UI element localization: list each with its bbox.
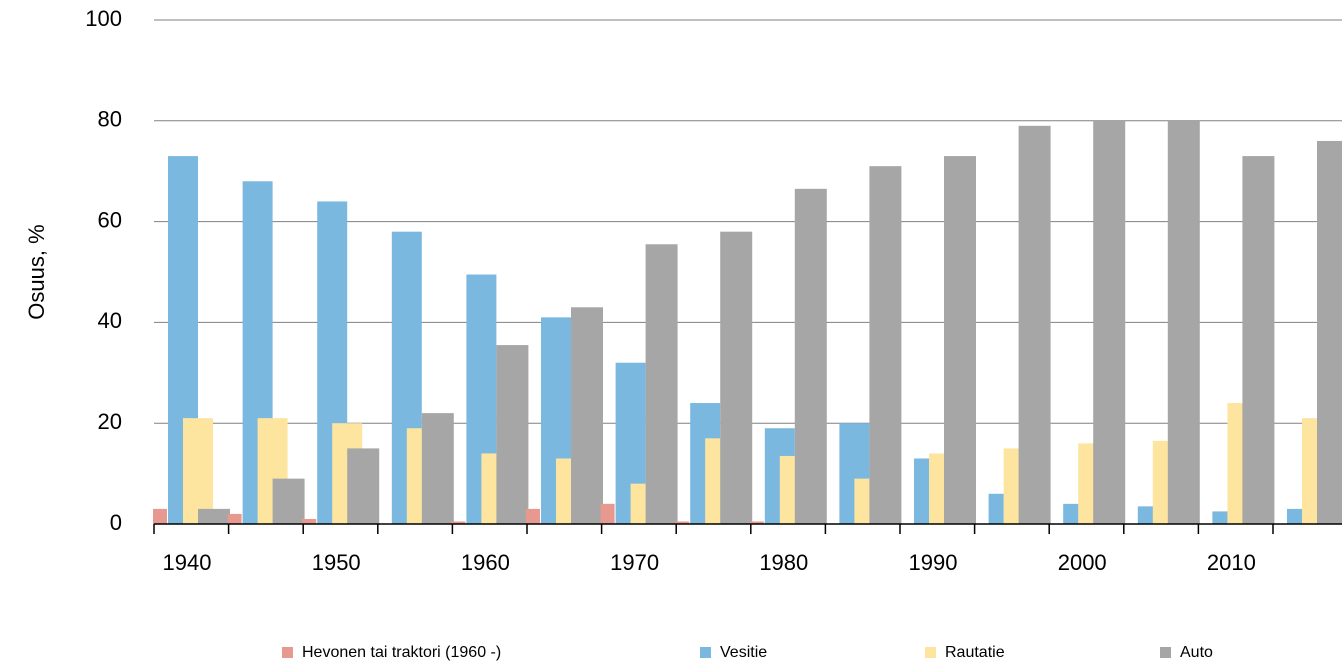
bar (720, 232, 752, 524)
legend-swatch (700, 647, 711, 658)
bar (347, 448, 379, 524)
bar (198, 509, 230, 524)
y-axis-label: Osuus, % (24, 224, 49, 319)
bar (153, 509, 167, 524)
legend-swatch (925, 647, 936, 658)
bar (183, 418, 213, 524)
y-tick-label: 60 (98, 207, 122, 232)
bar (601, 504, 615, 524)
legend-label: Vesitie (720, 644, 767, 661)
bar (273, 479, 305, 524)
legend-swatch (1160, 647, 1171, 658)
x-tick-label: 1960 (461, 550, 510, 575)
x-tick-label: 2010 (1207, 550, 1256, 575)
legend-label: Hevonen tai traktori (1960 -) (302, 644, 501, 661)
bar (944, 156, 976, 524)
bar (1242, 156, 1274, 524)
x-tick-label: 2000 (1058, 550, 1107, 575)
bar (869, 166, 901, 524)
x-tick-label: 1940 (163, 550, 212, 575)
bar (422, 413, 454, 524)
x-tick-label: 1970 (610, 550, 659, 575)
y-tick-label: 80 (98, 107, 122, 132)
y-tick-label: 0 (110, 510, 122, 535)
legend-swatch (282, 647, 293, 658)
bar (496, 345, 528, 524)
bar (646, 244, 678, 524)
bar (526, 509, 540, 524)
legend-label: Rautatie (945, 644, 1005, 661)
x-tick-label: 1990 (909, 550, 958, 575)
bar (302, 519, 316, 524)
y-tick-label: 20 (98, 409, 122, 434)
bar (1019, 126, 1051, 524)
chart: Osuus, % 0 20 40 60 80 100 1940 1950 1960 1970 198… (0, 0, 1342, 667)
legend-label: Auto (1180, 644, 1213, 661)
x-tick-label: 1950 (312, 550, 361, 575)
bar (795, 189, 827, 524)
bar (228, 514, 242, 524)
bar (1168, 121, 1200, 524)
y-tick-label: 40 (98, 308, 122, 333)
bar (571, 307, 603, 524)
bar (1317, 141, 1342, 524)
x-tick-label: 1980 (759, 550, 808, 575)
bar (1093, 121, 1125, 524)
y-tick-label: 100 (85, 6, 122, 31)
